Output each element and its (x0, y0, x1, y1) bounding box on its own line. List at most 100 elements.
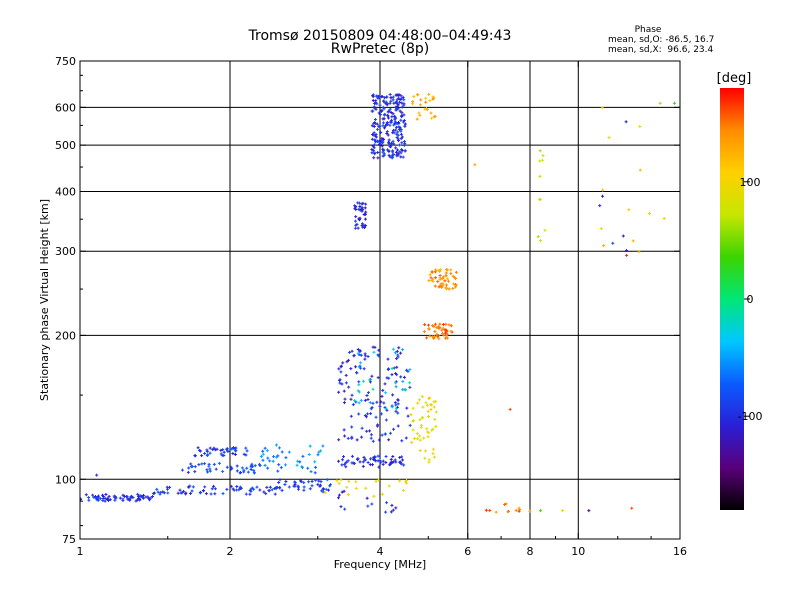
data-point (381, 388, 385, 392)
data-point (357, 401, 361, 405)
data-point (277, 446, 281, 450)
data-point (225, 465, 229, 469)
data-point (336, 496, 340, 500)
data-point (280, 488, 284, 492)
data-point (506, 510, 510, 514)
data-point (327, 488, 331, 492)
data-point (292, 484, 296, 488)
data-point (252, 471, 256, 475)
data-point (372, 124, 376, 128)
data-point (317, 450, 321, 454)
data-point (538, 239, 542, 243)
data-point (358, 349, 362, 353)
data-point (340, 458, 344, 462)
data-point (423, 323, 427, 327)
data-point (446, 336, 450, 340)
data-point (387, 438, 391, 442)
data-point (400, 148, 404, 152)
y-tick-label: 75 (62, 533, 76, 546)
data-point (374, 459, 378, 463)
data-point (473, 163, 477, 167)
data-point (295, 463, 299, 467)
data-point (273, 492, 277, 496)
data-point (219, 448, 223, 452)
data-point (166, 491, 170, 495)
data-point (396, 139, 400, 143)
data-point (451, 274, 455, 278)
data-point (121, 493, 125, 497)
data-point (361, 225, 365, 229)
data-point (306, 466, 310, 470)
data-point (394, 146, 398, 150)
data-point (92, 495, 96, 499)
data-point (257, 462, 261, 466)
data-point (451, 286, 455, 290)
data-point (96, 498, 100, 502)
data-point (235, 485, 239, 489)
data-point (377, 142, 381, 146)
data-point (376, 127, 380, 131)
data-point (408, 423, 412, 427)
data-point (385, 95, 389, 99)
data-point (245, 449, 249, 453)
data-point (316, 483, 320, 487)
data-point (371, 133, 375, 137)
data-point (310, 479, 314, 483)
data-point (240, 466, 244, 470)
data-point (271, 459, 275, 463)
data-point (431, 335, 435, 339)
data-point (431, 97, 435, 101)
data-point (366, 397, 370, 401)
data-point (370, 374, 374, 378)
data-point (444, 286, 448, 290)
data-point (300, 465, 304, 469)
data-point (125, 494, 129, 498)
data-point (528, 509, 532, 513)
data-point (370, 137, 374, 141)
data-point (358, 216, 362, 220)
data-point (389, 457, 393, 461)
data-point (433, 417, 437, 421)
data-point (404, 436, 408, 440)
data-point (250, 462, 254, 466)
data-point (386, 357, 390, 361)
data-point (540, 158, 544, 162)
data-point (390, 120, 394, 124)
data-point (245, 466, 249, 470)
data-point (484, 508, 488, 512)
data-point (381, 462, 385, 466)
data-point (101, 499, 105, 503)
data-point (280, 450, 284, 454)
data-point (514, 508, 518, 512)
data-point (340, 382, 344, 386)
data-point (388, 144, 392, 148)
data-point (368, 401, 372, 405)
data-point (625, 253, 629, 257)
data-point (503, 502, 507, 506)
data-point (432, 405, 436, 409)
data-point (433, 455, 437, 459)
data-point (537, 197, 541, 201)
data-point (96, 494, 100, 498)
data-point (418, 113, 422, 117)
data-point (354, 205, 358, 209)
data-point (433, 114, 437, 118)
data-point (402, 375, 406, 379)
data-point (428, 334, 432, 338)
data-point (395, 125, 399, 129)
axes: 1 2 4 6 8 10 16 75 100 200 300 400 500 600 750 (55, 55, 687, 558)
data-point (353, 219, 357, 223)
data-point (138, 494, 142, 498)
data-point (215, 447, 219, 451)
data-point (453, 275, 457, 279)
y-tick-label: 100 (55, 473, 76, 486)
data-point (384, 407, 388, 411)
data-point (538, 149, 542, 153)
data-point (429, 403, 433, 407)
data-point (400, 111, 404, 115)
data-point (249, 464, 253, 468)
data-point (337, 481, 341, 485)
data-point (221, 492, 225, 496)
data-point (323, 491, 327, 495)
data-point (324, 487, 328, 491)
